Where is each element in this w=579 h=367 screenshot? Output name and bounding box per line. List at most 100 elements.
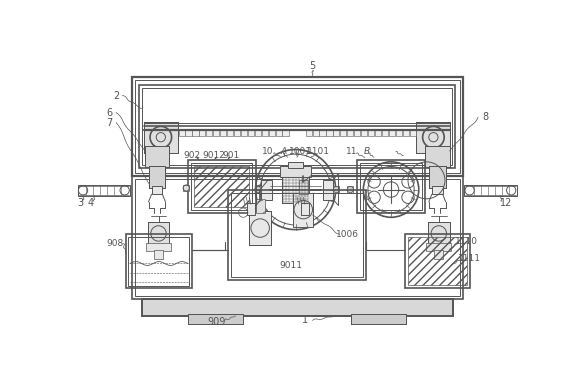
Text: 1001: 1001 <box>289 147 312 156</box>
Bar <box>152 186 162 194</box>
Bar <box>299 180 308 194</box>
Bar <box>434 250 444 259</box>
Bar <box>313 130 318 136</box>
Bar <box>282 176 309 203</box>
Text: 9012: 9012 <box>203 151 225 160</box>
Bar <box>213 130 219 136</box>
Bar <box>368 130 374 136</box>
Bar <box>334 186 339 193</box>
Bar <box>283 130 289 136</box>
Bar <box>409 130 416 136</box>
Bar <box>78 185 130 196</box>
Text: 1111: 1111 <box>458 254 481 264</box>
Bar <box>140 85 455 168</box>
Bar <box>192 130 199 136</box>
Bar <box>425 146 449 167</box>
Bar <box>135 80 460 172</box>
Bar <box>231 193 364 277</box>
Bar <box>241 130 247 136</box>
Bar <box>427 243 451 251</box>
Bar <box>142 299 453 316</box>
Bar <box>389 130 395 136</box>
Bar <box>408 237 467 285</box>
Text: 901: 901 <box>222 151 240 160</box>
Text: 908: 908 <box>107 239 124 248</box>
Text: 5: 5 <box>309 61 316 71</box>
Bar <box>347 186 353 193</box>
Bar <box>145 146 169 167</box>
Bar <box>247 203 255 215</box>
Bar <box>131 77 463 176</box>
Bar <box>432 186 443 194</box>
Text: 2: 2 <box>113 91 119 101</box>
Text: 7: 7 <box>106 117 112 128</box>
Bar <box>148 222 169 245</box>
Text: 1110: 1110 <box>455 237 478 246</box>
Bar <box>129 237 189 286</box>
Text: 909: 909 <box>207 317 225 327</box>
Text: 9011: 9011 <box>280 261 302 269</box>
Bar <box>425 146 449 167</box>
Bar <box>276 130 282 136</box>
Bar <box>255 186 261 193</box>
Bar <box>280 167 311 177</box>
Bar <box>327 130 332 136</box>
Bar <box>146 243 171 251</box>
Bar <box>250 211 271 245</box>
Text: 1101: 1101 <box>307 147 330 156</box>
Bar <box>148 167 166 188</box>
Bar <box>227 130 233 136</box>
Bar <box>145 146 169 167</box>
Text: 11: 11 <box>346 147 358 156</box>
Bar <box>191 163 252 210</box>
Bar <box>402 130 409 136</box>
Text: 1006: 1006 <box>336 230 358 239</box>
Bar <box>234 130 240 136</box>
Bar <box>306 130 312 136</box>
Bar <box>464 185 516 196</box>
Bar <box>144 122 178 153</box>
Bar <box>351 314 406 324</box>
Circle shape <box>429 132 438 142</box>
Bar <box>428 222 449 245</box>
Bar <box>188 314 243 324</box>
Bar <box>347 130 353 136</box>
Bar <box>255 199 265 212</box>
Bar <box>199 130 206 136</box>
Bar <box>323 179 334 200</box>
Bar <box>262 130 268 136</box>
Bar <box>148 222 169 245</box>
Bar <box>131 176 463 299</box>
Bar <box>288 162 303 168</box>
Text: 3: 3 <box>77 199 83 208</box>
Bar <box>360 163 422 210</box>
Bar <box>148 167 166 188</box>
Bar <box>405 234 470 288</box>
Bar <box>228 190 367 280</box>
Bar <box>351 314 406 324</box>
Bar <box>269 130 275 136</box>
Bar <box>257 185 263 191</box>
Bar <box>126 234 192 288</box>
Bar <box>429 167 446 188</box>
Bar <box>144 122 178 153</box>
Bar <box>357 160 425 212</box>
Bar <box>375 130 381 136</box>
Bar <box>416 122 450 153</box>
Bar <box>248 130 254 136</box>
Bar <box>185 130 192 136</box>
Bar <box>194 167 250 207</box>
Bar <box>250 211 271 245</box>
Bar <box>142 299 453 316</box>
Bar <box>301 203 309 215</box>
Bar <box>142 88 452 165</box>
Bar <box>294 193 313 226</box>
Bar <box>261 179 272 200</box>
Bar <box>188 314 243 324</box>
Bar <box>154 250 163 259</box>
Circle shape <box>156 132 166 142</box>
Text: B: B <box>364 147 370 156</box>
Bar <box>282 176 309 203</box>
Bar <box>334 130 339 136</box>
Text: 4: 4 <box>87 199 94 208</box>
